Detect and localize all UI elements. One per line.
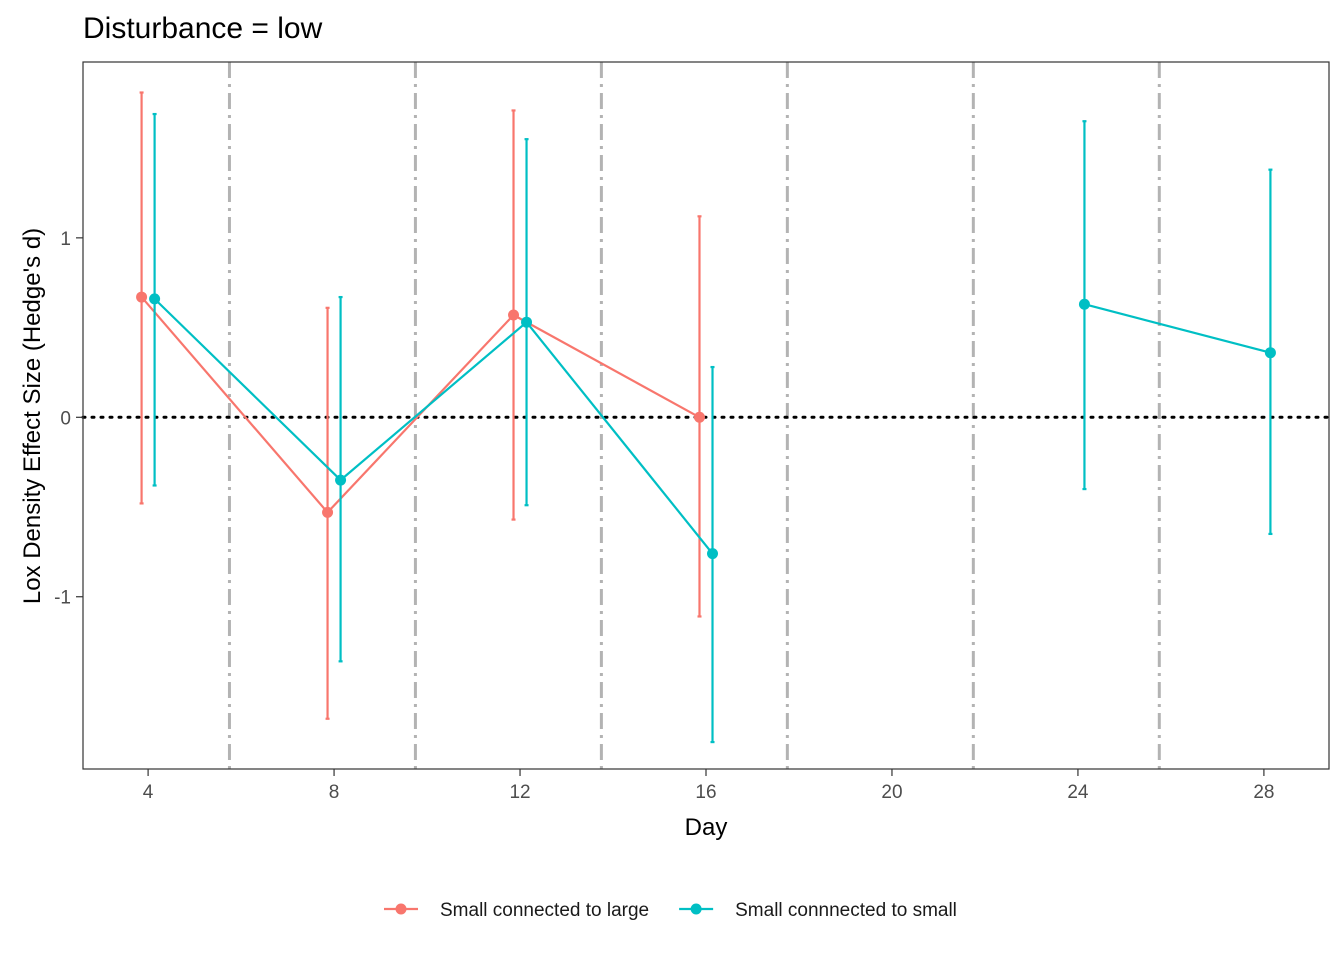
series-1-point-2 [322,506,334,518]
chart-title: Disturbance = low [83,12,323,45]
legend-key-point-2 [690,903,702,915]
series-1-point-1 [136,291,148,303]
series-2-point-2 [335,474,347,486]
y-tick-label-1: 1 [60,229,71,250]
x-tick-label-16: 16 [695,782,716,803]
plot-panel [81,61,1331,770]
x-tick-label-28: 28 [1253,782,1274,803]
x-tick-label-24: 24 [1067,782,1089,803]
series-1-segment-1 [140,296,329,514]
series-1-point-4 [693,411,705,423]
legend-label-1: Small connected to large [440,900,649,921]
x-axis: 4 8 12 16 20 24 28 [143,769,1274,803]
legend-label-2: Small connnected to small [735,900,957,921]
y-tick-label-0: 0 [60,408,71,429]
x-tick-label-12: 12 [509,782,530,803]
series-1-segment-2 [326,314,515,514]
legend-key-point-1 [395,903,407,915]
plot-border [82,61,1330,770]
series-2-segment-1 [153,298,342,481]
legend: Small connected to large Small connnected… [384,900,957,921]
series-1-point-3 [508,309,520,321]
series-1 [136,91,705,720]
series-2-point-5 [1078,298,1090,310]
series-2-point-4 [707,548,719,560]
series-2-segment-3 [525,321,714,555]
x-tick-label-4: 4 [143,782,154,803]
x-axis-title: Day [685,814,728,841]
series-2-point-1 [149,293,161,305]
x-tick-label-20: 20 [881,782,902,803]
series-2-point-3 [521,316,533,328]
x-tick-label-8: 8 [329,782,340,803]
series-2-segment-2 [339,321,528,481]
y-axis-title: Lox Density Effect Size (Hedge's d) [19,228,46,604]
series-2-segment-5 [1084,303,1271,354]
series-1-segment-3 [512,314,701,419]
y-tick-label--1: -1 [54,588,71,609]
series-2-point-6 [1264,347,1276,359]
series-2 [149,112,1276,744]
y-axis: -1 0 1 [54,229,83,609]
